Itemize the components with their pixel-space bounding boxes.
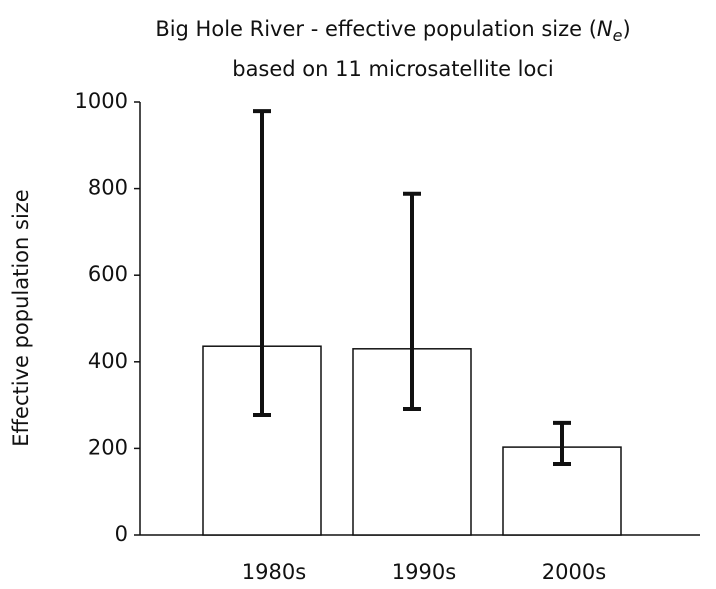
title-symbol: N: [597, 17, 613, 41]
y-tick-label: 600: [88, 262, 128, 286]
x-tick-label: 1980s: [242, 560, 306, 584]
y-tick-label: 200: [88, 435, 128, 459]
y-tick-label: 0: [115, 522, 128, 546]
y-tick-label: 1000: [75, 89, 128, 113]
y-axis-label: Effective population size: [9, 189, 33, 446]
title-subscript: e: [613, 26, 623, 45]
title-text: Big Hole River - effective population si…: [155, 17, 597, 41]
title-text: ): [622, 17, 630, 41]
y-tick-label: 400: [88, 349, 128, 373]
chart-subtitle: based on 11 microsatellite loci: [232, 57, 554, 81]
x-tick-label: 2000s: [542, 560, 606, 584]
y-tick-label: 800: [88, 176, 128, 200]
chart-title: Big Hole River - effective population si…: [155, 17, 630, 45]
x-tick-label: 1990s: [392, 560, 456, 584]
